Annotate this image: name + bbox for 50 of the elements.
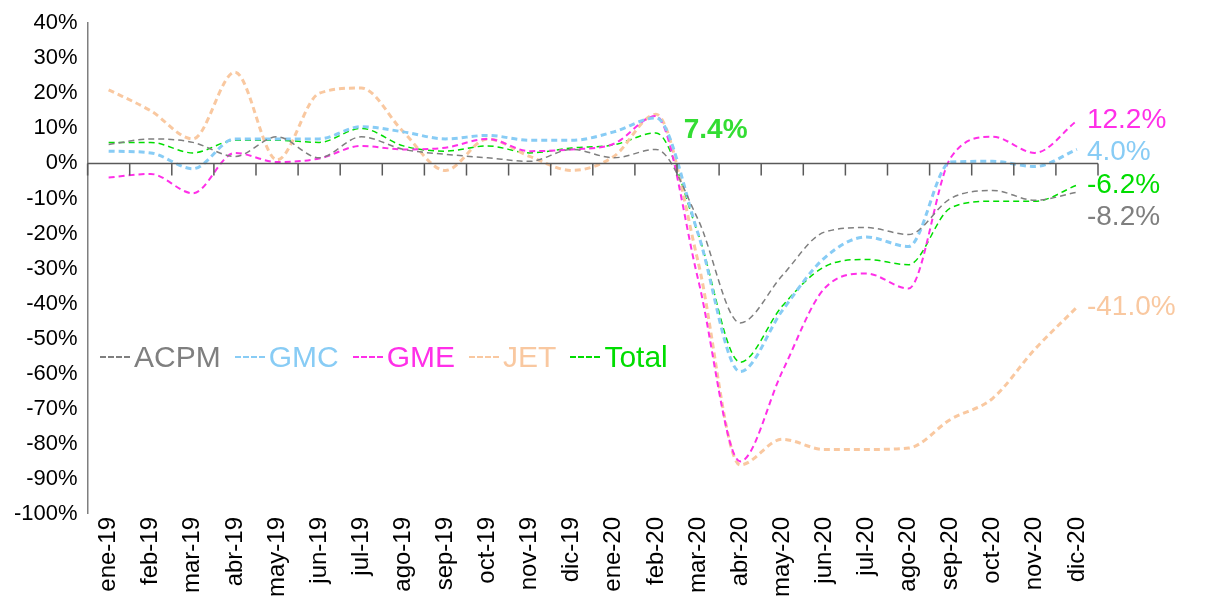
- x-tick-label: feb-19: [135, 516, 163, 586]
- legend-label: ACPM: [134, 340, 221, 374]
- y-tick-label: -20%: [26, 219, 78, 245]
- x-tick-label: sep-20: [935, 516, 963, 591]
- legend-label: Total: [604, 340, 668, 374]
- legend-label: GME: [386, 340, 456, 374]
- x-tick-label: mar-19: [177, 516, 205, 593]
- y-tick-label: -80%: [26, 429, 78, 455]
- x-tick-label: nov-19: [514, 516, 542, 591]
- y-tick-label: -10%: [26, 184, 78, 210]
- annotation: 7.4%: [683, 113, 748, 145]
- x-tick-label: dic-20: [1061, 516, 1089, 583]
- x-tick-label: jul-20: [851, 516, 879, 577]
- x-tick-label: jul-19: [345, 516, 373, 577]
- x-tick-label: ago-20: [893, 516, 921, 592]
- y-tick-label: 30%: [33, 44, 78, 70]
- data-label: -41.0%: [1086, 289, 1176, 321]
- x-tick-label: abr-20: [724, 516, 752, 587]
- y-tick-label: -40%: [26, 289, 78, 315]
- x-tick-label: jun-19: [303, 516, 331, 585]
- y-tick-label: -50%: [26, 324, 78, 350]
- legend-label: GMC: [268, 340, 339, 374]
- y-tick-label: -60%: [26, 359, 78, 385]
- x-tick-label: oct-20: [977, 516, 1005, 584]
- y-tick-label: -100%: [14, 500, 78, 526]
- x-tick-label: may-20: [766, 516, 794, 597]
- y-tick-label: 0%: [45, 149, 78, 175]
- x-tick-label: jun-20: [808, 516, 836, 585]
- x-tick-label: mar-20: [682, 516, 710, 593]
- x-tick-label: feb-20: [640, 516, 668, 586]
- x-tick-label: abr-19: [219, 516, 247, 587]
- y-tick-label: -90%: [26, 464, 78, 490]
- x-tick-label: dic-19: [556, 516, 584, 583]
- data-label: -8.2%: [1086, 199, 1161, 231]
- x-tick-label: sep-19: [430, 516, 458, 591]
- legend-label: JET: [503, 340, 557, 374]
- data-label: 12.2%: [1086, 103, 1167, 135]
- x-tick-label: nov-20: [1019, 516, 1047, 591]
- x-tick-label: may-19: [261, 516, 289, 597]
- data-label: 4.0%: [1086, 135, 1151, 167]
- x-tick-label: ene-19: [93, 516, 121, 592]
- y-tick-label: 40%: [33, 9, 78, 35]
- line-series: [107, 136, 1078, 324]
- y-tick-label: 10%: [33, 114, 78, 140]
- x-tick-label: ago-19: [387, 516, 415, 592]
- y-tick-label: -30%: [26, 254, 78, 280]
- y-tick-label: 20%: [33, 79, 78, 105]
- x-tick-label: ene-20: [598, 516, 626, 592]
- y-tick-label: -70%: [26, 394, 78, 420]
- x-tick-label: oct-19: [472, 516, 500, 584]
